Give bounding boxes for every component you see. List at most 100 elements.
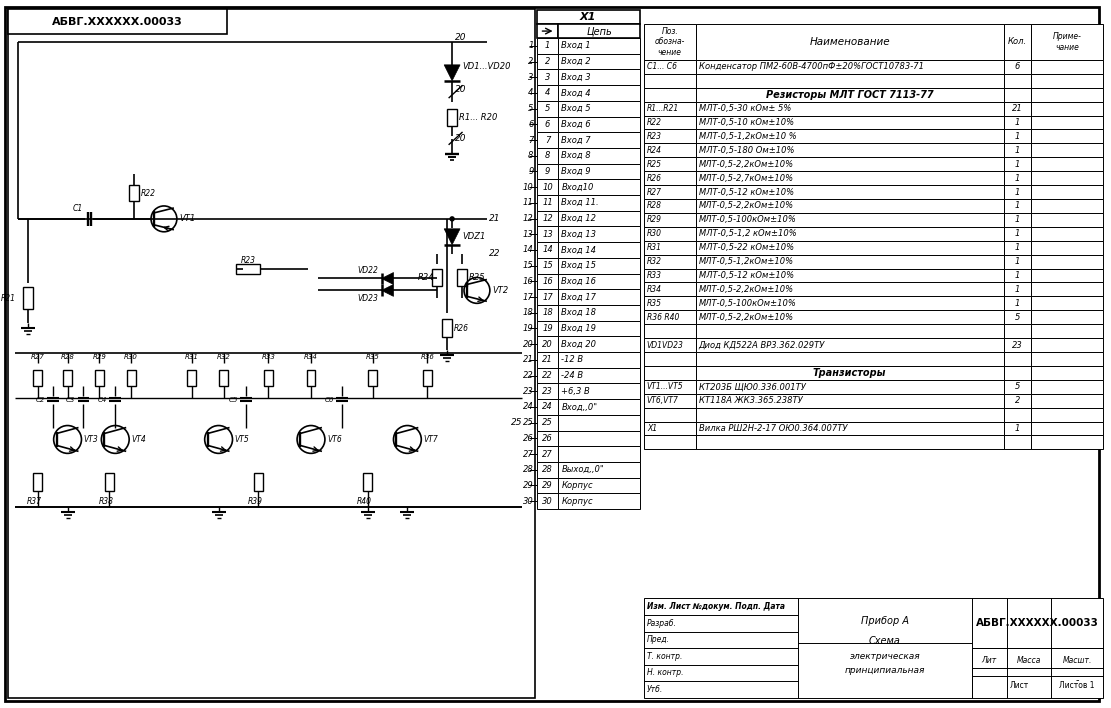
Text: 5: 5 xyxy=(528,104,533,113)
Text: Масшт.: Масшт. xyxy=(1062,656,1092,665)
Bar xyxy=(644,408,695,421)
Bar xyxy=(695,408,1003,421)
Bar xyxy=(695,227,1003,241)
Text: МЛТ-0,5-2,2кОм±10%: МЛТ-0,5-2,2кОм±10% xyxy=(699,285,793,294)
Bar xyxy=(537,24,559,38)
Text: 28: 28 xyxy=(523,465,533,474)
Bar xyxy=(695,171,1003,185)
Bar xyxy=(537,195,559,211)
Bar xyxy=(63,370,72,386)
Text: VT2: VT2 xyxy=(492,286,508,295)
Bar xyxy=(559,384,640,399)
Text: VT6,VT7: VT6,VT7 xyxy=(647,396,679,405)
Bar xyxy=(559,367,640,384)
Text: МЛТ-0,5-100кОм±10%: МЛТ-0,5-100кОм±10% xyxy=(699,215,797,224)
Text: 23: 23 xyxy=(542,387,553,396)
Bar xyxy=(537,54,559,69)
Bar xyxy=(644,227,695,241)
Text: 22: 22 xyxy=(542,371,553,380)
Text: 6: 6 xyxy=(528,120,533,129)
Bar xyxy=(1031,255,1103,268)
Text: Цепь: Цепь xyxy=(587,26,612,36)
Text: 5: 5 xyxy=(1014,313,1020,321)
Text: Пред.: Пред. xyxy=(647,635,670,644)
Text: 1: 1 xyxy=(1014,173,1020,183)
Bar xyxy=(644,60,695,74)
Text: Вход 3: Вход 3 xyxy=(561,73,591,81)
Bar xyxy=(368,370,377,386)
Bar xyxy=(537,384,559,399)
Text: C5: C5 xyxy=(229,396,239,403)
Bar xyxy=(1003,213,1031,227)
Text: 7: 7 xyxy=(544,135,550,144)
Bar xyxy=(1031,408,1103,421)
Bar xyxy=(1031,130,1103,143)
Text: 10: 10 xyxy=(523,183,533,192)
Bar xyxy=(559,117,640,132)
Bar xyxy=(1031,185,1103,199)
Text: Утб.: Утб. xyxy=(647,685,663,694)
Bar xyxy=(1031,352,1103,366)
Text: 2: 2 xyxy=(1014,396,1020,405)
Bar xyxy=(644,379,695,394)
Text: 21: 21 xyxy=(542,355,553,365)
Bar xyxy=(644,157,695,171)
Text: R32: R32 xyxy=(647,257,662,266)
Text: R29: R29 xyxy=(647,215,662,224)
Bar xyxy=(695,24,1003,60)
Bar xyxy=(1003,143,1031,157)
Text: 27: 27 xyxy=(542,450,553,459)
Text: R23: R23 xyxy=(241,256,256,265)
Bar xyxy=(1003,88,1031,102)
Bar xyxy=(559,258,640,273)
Bar xyxy=(1031,115,1103,130)
Bar xyxy=(537,117,559,132)
Bar xyxy=(644,199,695,213)
Bar xyxy=(537,101,559,117)
Text: Вход 12: Вход 12 xyxy=(561,214,597,223)
Bar xyxy=(644,310,695,324)
Text: 25: 25 xyxy=(542,418,553,427)
Text: 10: 10 xyxy=(542,183,553,192)
Text: 1: 1 xyxy=(528,41,533,50)
Text: 1: 1 xyxy=(1014,202,1020,210)
Text: электрическая: электрическая xyxy=(850,651,920,661)
Bar xyxy=(559,24,640,38)
Text: +6,3 В: +6,3 В xyxy=(561,387,590,396)
Text: 20: 20 xyxy=(542,340,553,348)
Bar xyxy=(423,370,432,386)
Text: 12: 12 xyxy=(523,214,533,223)
Text: Резисторы МЛТ ГОСТ 7113-77: Резисторы МЛТ ГОСТ 7113-77 xyxy=(765,90,933,100)
Bar xyxy=(559,462,640,478)
Bar xyxy=(559,69,640,85)
Bar xyxy=(537,179,559,195)
Bar xyxy=(1003,185,1031,199)
Text: R37: R37 xyxy=(28,497,42,506)
Text: R25: R25 xyxy=(647,160,662,169)
Bar xyxy=(1031,88,1103,102)
Bar xyxy=(559,101,640,117)
Text: 18: 18 xyxy=(523,308,533,317)
Bar xyxy=(537,211,559,227)
Bar xyxy=(559,321,640,336)
Text: МЛТ-0,5-22 кОм±10%: МЛТ-0,5-22 кОм±10% xyxy=(699,243,793,252)
Text: R32: R32 xyxy=(217,354,230,360)
Bar xyxy=(559,289,640,305)
Bar xyxy=(695,60,1003,74)
Bar xyxy=(537,462,559,478)
Bar xyxy=(695,213,1003,227)
Text: 19: 19 xyxy=(523,324,533,333)
Text: Вход 19: Вход 19 xyxy=(561,324,597,333)
Text: принципиальная: принципиальная xyxy=(844,666,925,675)
Text: 4: 4 xyxy=(544,88,550,98)
Text: Схема: Схема xyxy=(869,636,901,646)
Bar xyxy=(1031,282,1103,297)
Bar xyxy=(695,379,1003,394)
Bar xyxy=(537,399,559,415)
Bar xyxy=(254,473,263,491)
Text: R39: R39 xyxy=(248,497,263,506)
Bar xyxy=(537,164,559,179)
Text: 24: 24 xyxy=(542,402,553,411)
Text: R23: R23 xyxy=(647,132,662,141)
Text: 9: 9 xyxy=(528,167,533,176)
